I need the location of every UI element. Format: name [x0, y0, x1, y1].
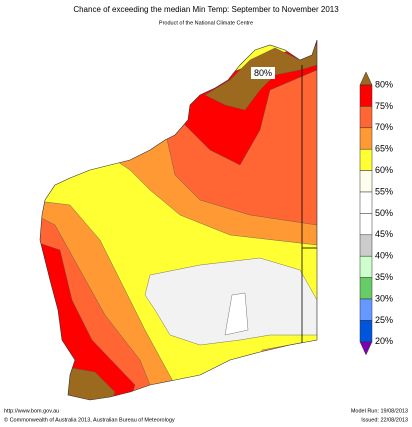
legend-swatch: [359, 298, 373, 321]
legend-label: 70%: [375, 122, 393, 132]
legend-label: 55%: [375, 186, 393, 196]
legend-label: 80%: [375, 79, 393, 89]
legend-label: 75%: [375, 101, 393, 111]
title: Chance of exceeding the median Min Temp:…: [73, 5, 339, 14]
legend-label: 60%: [375, 165, 393, 175]
legend-label: 25%: [375, 315, 393, 325]
legend-swatch: [359, 191, 373, 214]
annotation-box: [251, 67, 275, 79]
legend-swatch: [359, 255, 373, 278]
footer-copyright: © Commonwealth of Australia 2013, Austra…: [4, 416, 175, 423]
legend-label: 30%: [375, 293, 393, 303]
legend-label: 40%: [375, 251, 393, 261]
legend-swatch: [359, 127, 373, 150]
footer-model-run: Model Run: 19/08/2013: [351, 408, 408, 414]
footer-issued: Issued: 22/08/2013: [361, 417, 408, 423]
legend-swatch: [359, 320, 373, 343]
annotation: 80%: [254, 68, 272, 78]
legend-top-arrow: [359, 71, 373, 86]
footer-url: http://www.bom.gov.au: [4, 408, 59, 414]
legend-label: 50%: [375, 208, 393, 218]
coastline: [39, 39, 318, 401]
legend-bottom-arrow: [359, 341, 373, 356]
legend-label: 35%: [375, 272, 393, 282]
legend-swatch: [359, 170, 373, 193]
legend-swatch: [359, 148, 373, 171]
legend-label: 20%: [375, 336, 393, 346]
legend-swatch: [359, 277, 373, 300]
legend-label: 65%: [375, 144, 393, 154]
legend-swatch: [359, 234, 373, 257]
map-zones: [40, 40, 317, 400]
legend-swatch: [359, 84, 373, 107]
legend: 80% 75% 70% 65% 60% 55% 50% 45% 40% 35% 30% 25% 20%: [359, 71, 393, 356]
subtitle: Product of the National Climate Centre: [159, 20, 253, 26]
legend-label: 45%: [375, 229, 393, 239]
legend-swatch: [359, 106, 373, 129]
legend-swatch: [359, 213, 373, 236]
zone-white: [224, 292, 249, 336]
